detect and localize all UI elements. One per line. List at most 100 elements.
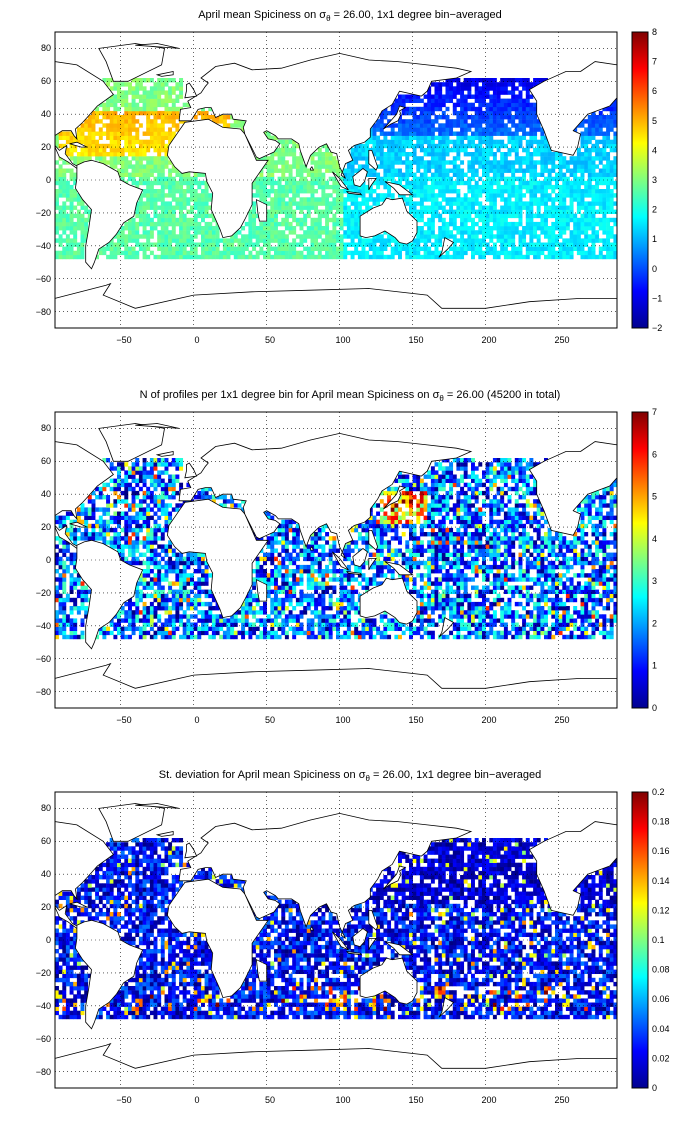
data-cell (544, 622, 548, 627)
data-cell (106, 127, 111, 132)
data-cell (562, 201, 567, 206)
data-cell (412, 152, 417, 157)
data-cell (387, 164, 392, 169)
data-cell (551, 254, 556, 260)
data-cell (500, 86, 505, 91)
data-cell (303, 630, 308, 636)
data-cell (248, 217, 253, 223)
data-cell (244, 597, 249, 603)
data-cell (419, 597, 424, 603)
data-cell (109, 164, 114, 169)
data-cell (328, 193, 333, 198)
data-cell (456, 597, 461, 603)
data-cell (106, 135, 111, 141)
data-cell (496, 630, 501, 636)
data-cell (565, 614, 570, 619)
data-cell (350, 597, 355, 603)
data-cell (288, 168, 293, 173)
data-cell (295, 630, 300, 636)
data-cell (113, 127, 118, 132)
data-cell (62, 614, 67, 619)
data-cell (157, 78, 162, 83)
data-cell (266, 189, 271, 194)
data-cell (219, 618, 224, 623)
data-cell (540, 606, 545, 611)
data-cell (153, 164, 158, 169)
coastline (332, 171, 349, 191)
data-cell (201, 626, 205, 632)
data-cell (299, 176, 304, 182)
data-cell (277, 180, 282, 186)
data-cell (142, 614, 147, 619)
data-cell (357, 242, 362, 247)
data-cell (489, 201, 494, 206)
data-cell (445, 90, 450, 95)
data-cell (478, 226, 483, 231)
data-cell (503, 180, 508, 186)
data-cell (190, 221, 194, 227)
data-cell (135, 147, 140, 153)
data-cell (573, 189, 578, 194)
data-cell (606, 618, 611, 623)
coastline (384, 181, 414, 196)
data-cell (449, 168, 454, 173)
data-cell (438, 234, 443, 239)
data-cell (201, 180, 205, 186)
data-cell (135, 164, 140, 169)
data-cell (168, 606, 173, 611)
data-cell (522, 205, 527, 210)
data-cell (434, 201, 439, 206)
data-cell (350, 242, 355, 247)
data-cell (186, 189, 191, 194)
coastline (359, 197, 418, 245)
data-cell (536, 597, 541, 603)
data-cell (306, 618, 311, 623)
data-cell (164, 205, 169, 210)
data-cell (529, 127, 534, 132)
data-cell (361, 250, 366, 256)
data-cell (62, 601, 67, 607)
data-cell (471, 221, 475, 227)
data-cell (423, 606, 428, 611)
data-cell (573, 230, 578, 235)
data-cell (168, 94, 173, 99)
data-cell (482, 172, 486, 178)
data-cell (306, 197, 311, 202)
data-cell (471, 152, 475, 157)
data-cell (128, 110, 132, 116)
data-cell (449, 184, 454, 190)
data-cell (511, 119, 516, 124)
data-cell (168, 119, 173, 124)
data-cell (131, 630, 136, 636)
data-cell (525, 168, 530, 173)
data-cell (449, 180, 454, 186)
data-cell (281, 160, 286, 165)
data-cell (474, 221, 479, 227)
data-cell (321, 160, 326, 165)
data-cell (109, 127, 114, 132)
data-cell (569, 234, 574, 239)
data-cell (463, 209, 468, 215)
data-cell (73, 221, 78, 227)
data-cell (379, 115, 384, 120)
data-cell (613, 164, 618, 169)
data-cell (332, 250, 337, 256)
data-cell (474, 614, 479, 619)
data-cell (398, 135, 402, 141)
data-cell (551, 221, 556, 227)
data-cell (84, 135, 89, 141)
data-cell (248, 610, 253, 615)
data-cell (179, 597, 184, 603)
data-cell (416, 630, 421, 636)
data-cell (423, 160, 428, 165)
data-cell (164, 593, 169, 599)
data-cell (138, 209, 143, 215)
data-cell (306, 209, 311, 215)
data-cell (270, 180, 275, 186)
data-cell (277, 634, 282, 640)
data-cell (164, 201, 169, 206)
data-cell (80, 152, 85, 157)
data-cell (157, 152, 162, 157)
data-cell (153, 106, 158, 112)
data-cell (467, 106, 472, 112)
